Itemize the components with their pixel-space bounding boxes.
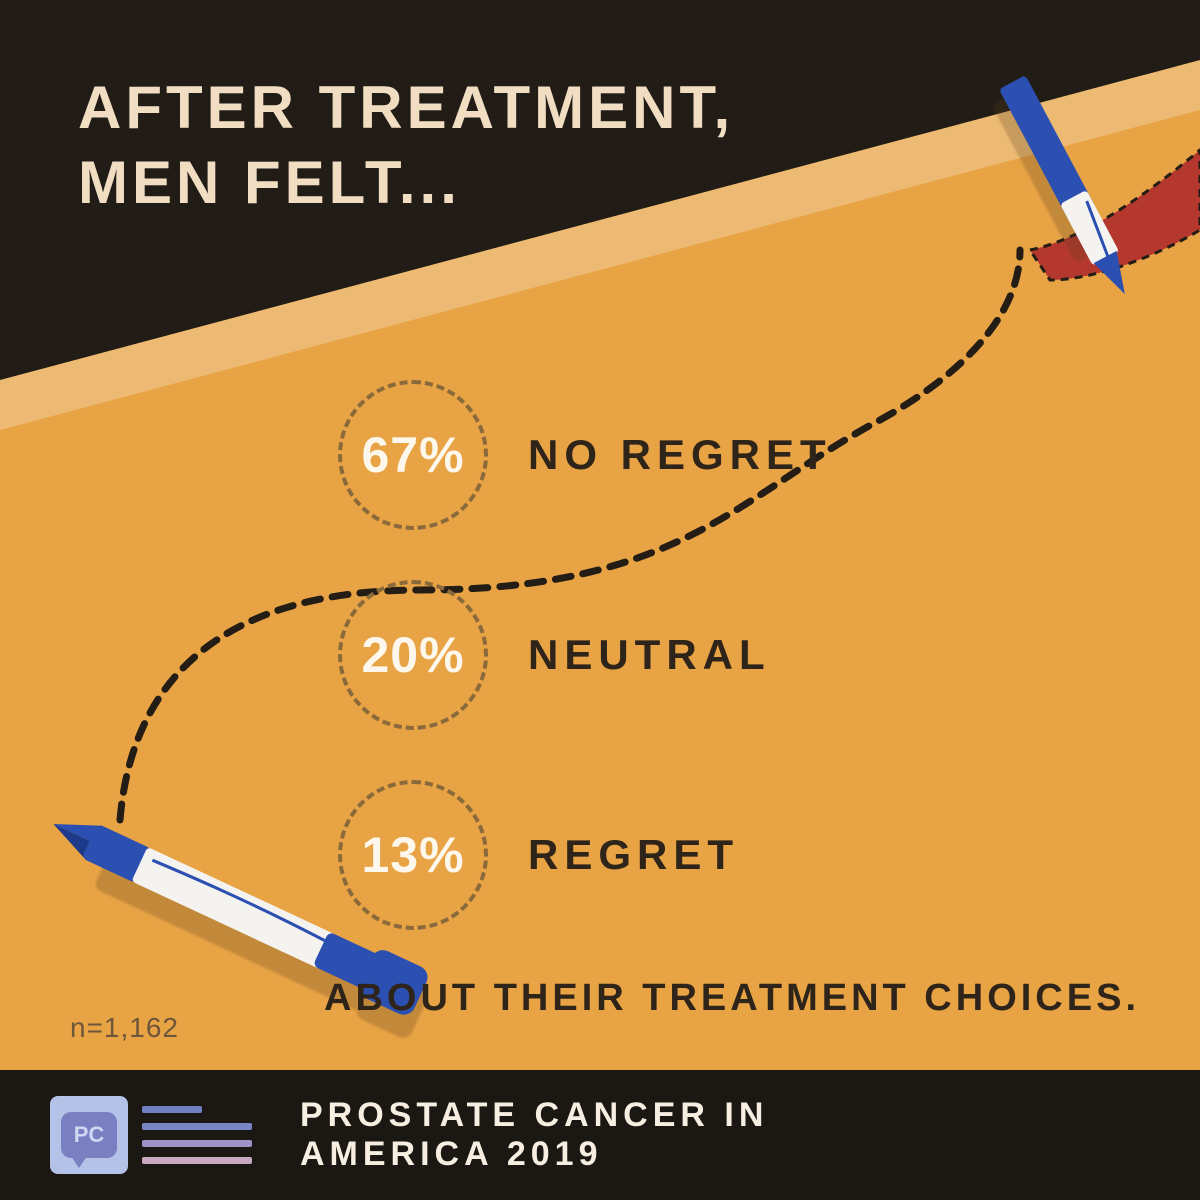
title-line-2: MEN FELT... — [78, 145, 734, 220]
stat-label: NEUTRAL — [528, 631, 771, 679]
pen-top-icon — [900, 10, 1200, 330]
title-line-1: AFTER TREATMENT, — [78, 70, 734, 145]
stat-label: REGRET — [528, 831, 739, 879]
logo-line — [142, 1106, 202, 1113]
logo-text: PC — [74, 1122, 105, 1148]
sample-size: n=1,162 — [70, 1012, 179, 1044]
logo: PC — [50, 1096, 252, 1174]
stat-percent-circle: 20% — [338, 580, 488, 730]
stat-row: 20% NEUTRAL — [338, 580, 771, 730]
logo-line — [142, 1157, 252, 1164]
page-title: AFTER TREATMENT, MEN FELT... — [78, 70, 734, 220]
footer-text: PROSTATE CANCER IN AMERICA 2019 — [300, 1096, 900, 1174]
logo-flag-lines-icon — [142, 1106, 252, 1164]
logo-line — [142, 1140, 252, 1147]
stat-label: NO REGRET — [528, 431, 832, 479]
stat-percent-circle: 67% — [338, 380, 488, 530]
footer-bar: PC PROSTATE CANCER IN AMERICA 2019 — [0, 1070, 1200, 1200]
stat-row: 67% NO REGRET — [338, 380, 832, 530]
stat-row: 13% REGRET — [338, 780, 739, 930]
logo-speech-bubble-icon: PC — [61, 1112, 117, 1158]
logo-box-icon: PC — [50, 1096, 128, 1174]
subtitle-text: ABOUT THEIR TREATMENT CHOICES. — [324, 977, 1140, 1020]
logo-line — [142, 1123, 252, 1130]
stat-percent-circle: 13% — [338, 780, 488, 930]
infographic-canvas: AFTER TREATMENT, MEN FELT... 67% NO REGRE… — [0, 0, 1200, 1200]
